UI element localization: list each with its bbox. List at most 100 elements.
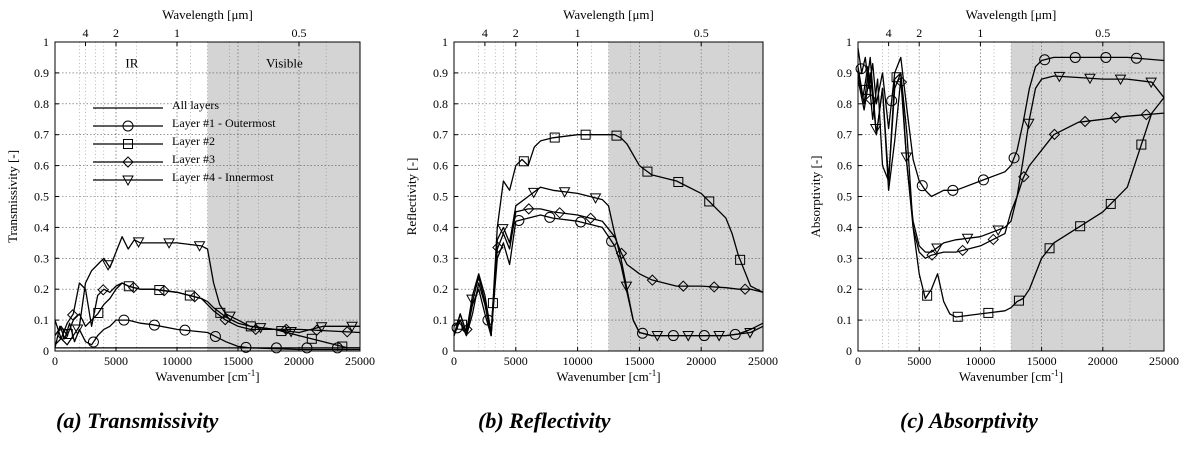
marker-triangle-down [1022, 118, 1035, 130]
marker-square [611, 130, 622, 141]
y-tick-label: 1 [846, 35, 852, 49]
y-tick-label: 0 [442, 344, 448, 358]
y-tick-label: 0.1 [837, 313, 852, 327]
marker-square [952, 311, 963, 322]
x-tick-label: 10000 [965, 354, 995, 368]
x-tick-label: 20000 [686, 354, 716, 368]
y-tick-label: 0.5 [34, 190, 49, 204]
region-label: IR [125, 56, 138, 71]
y-tick-label: 0.7 [837, 128, 852, 142]
y-tick-label: 0.9 [433, 66, 448, 80]
y-tick-label: 0.6 [837, 159, 852, 173]
marker-square [704, 196, 715, 207]
x-tick-label: 15000 [624, 354, 654, 368]
x-tick-label: 5000 [907, 354, 931, 368]
marker-diamond [584, 212, 597, 224]
x-tick-label: 10000 [162, 354, 192, 368]
marker-square [1136, 139, 1147, 150]
top-tick-label: 0.5 [694, 26, 709, 40]
marker-square [922, 290, 933, 301]
marker-diamond [865, 93, 877, 106]
marker-circle [1039, 54, 1051, 66]
chart-transmissivity: 0 0.1 0.2 0.3 0.4 0.5 0.6 0.7 0.8 0.9 1 0 5000 10000 1… [5, 7, 375, 384]
legend: All layers Layer #1 - Outermost Layer #2 La… [93, 98, 276, 187]
x-tick-label: 5000 [504, 354, 528, 368]
x-tick-label: 0 [451, 354, 457, 368]
marker-diamond [987, 233, 999, 246]
marker-circle [87, 336, 99, 348]
marker-triangle-down [869, 124, 882, 135]
marker-diamond [708, 281, 720, 293]
marker-triangle-down [651, 331, 664, 342]
marker-diamond [158, 284, 170, 297]
series-line [54, 282, 361, 340]
marker-circle [916, 180, 928, 192]
marker-square [642, 166, 653, 177]
marker-square [1013, 295, 1024, 306]
marker-triangle-down [254, 323, 267, 334]
y-tick-label: 0.5 [433, 190, 448, 204]
y-tick-label: 0.1 [34, 313, 49, 327]
marker-square [735, 254, 746, 265]
series-triangle-down [54, 236, 360, 346]
legend-marker-diamond [122, 156, 134, 168]
top-tick-label: 4 [886, 26, 892, 40]
caption-absorptivity: (c) Absorptivity [900, 408, 1038, 433]
legend-marker-square [123, 139, 133, 149]
top-axis-label: Wavelength [μm] [563, 7, 654, 22]
marker-square [983, 307, 994, 318]
marker-circle [544, 211, 556, 223]
caption-transmissivity: (a) Transmissivity [56, 408, 219, 433]
marker-triangle-down [682, 331, 695, 342]
marker-triangle-down [620, 281, 633, 293]
y-tick-label: 0.3 [34, 251, 49, 265]
marker-diamond [956, 244, 969, 257]
y-tick-label: 0.8 [34, 97, 49, 111]
marker-diamond [127, 281, 140, 294]
legend-marker-triangle-down [122, 175, 134, 187]
marker-square [673, 176, 684, 187]
marker-diamond [926, 249, 938, 261]
series-square [453, 129, 764, 337]
marker-square [306, 333, 317, 344]
top-tick-label: 1 [174, 26, 180, 40]
series-triangle-down [857, 71, 1165, 254]
series-line [55, 347, 360, 351]
marker-triangle-down [589, 193, 602, 204]
x-tick-label: 25000 [345, 354, 375, 368]
marker-diamond [1048, 128, 1061, 141]
y-tick-label: 0 [846, 344, 852, 358]
marker-circle [118, 314, 130, 326]
x-tick-label: 20000 [284, 354, 314, 368]
marker-diamond [1140, 108, 1152, 121]
chart-reflectivity: 0 0.1 0.2 0.3 0.4 0.5 0.6 0.7 0.8 0.9 1 0 5000 10000 1… [404, 7, 778, 384]
marker-circle [1100, 51, 1112, 63]
x-tick-label: 5000 [104, 354, 128, 368]
y-tick-label: 1 [43, 35, 49, 49]
y-tick-label: 0.3 [837, 251, 852, 265]
marker-triangle-down [224, 311, 236, 323]
y-tick-label: 0.9 [837, 66, 852, 80]
series-line [453, 186, 764, 337]
marker-circle [148, 319, 160, 331]
marker-circle [1069, 51, 1081, 63]
top-tick-label: 2 [916, 26, 922, 40]
y-tick-label: 0.6 [433, 159, 448, 173]
series-line [857, 66, 1165, 259]
y-tick-label: 0.4 [837, 220, 852, 234]
marker-circle [1130, 52, 1142, 64]
top-tick-label: 0.5 [1095, 26, 1110, 40]
top-tick-label: 1 [575, 26, 581, 40]
x-axis-label: Wavenumber [cm-1] [959, 368, 1063, 384]
marker-diamond [188, 291, 201, 303]
marker-diamond [66, 309, 79, 321]
marker-diamond [1079, 115, 1091, 128]
marker-triangle-down [931, 243, 943, 254]
y-tick-label: 0.1 [433, 313, 448, 327]
marker-triangle-down [346, 321, 358, 333]
legend-label: Layer #2 [172, 134, 215, 148]
marker-circle [1008, 152, 1020, 164]
y-tick-label: 0.9 [34, 66, 49, 80]
marker-triangle-down [315, 322, 328, 333]
marker-triangle-down [1114, 74, 1127, 86]
